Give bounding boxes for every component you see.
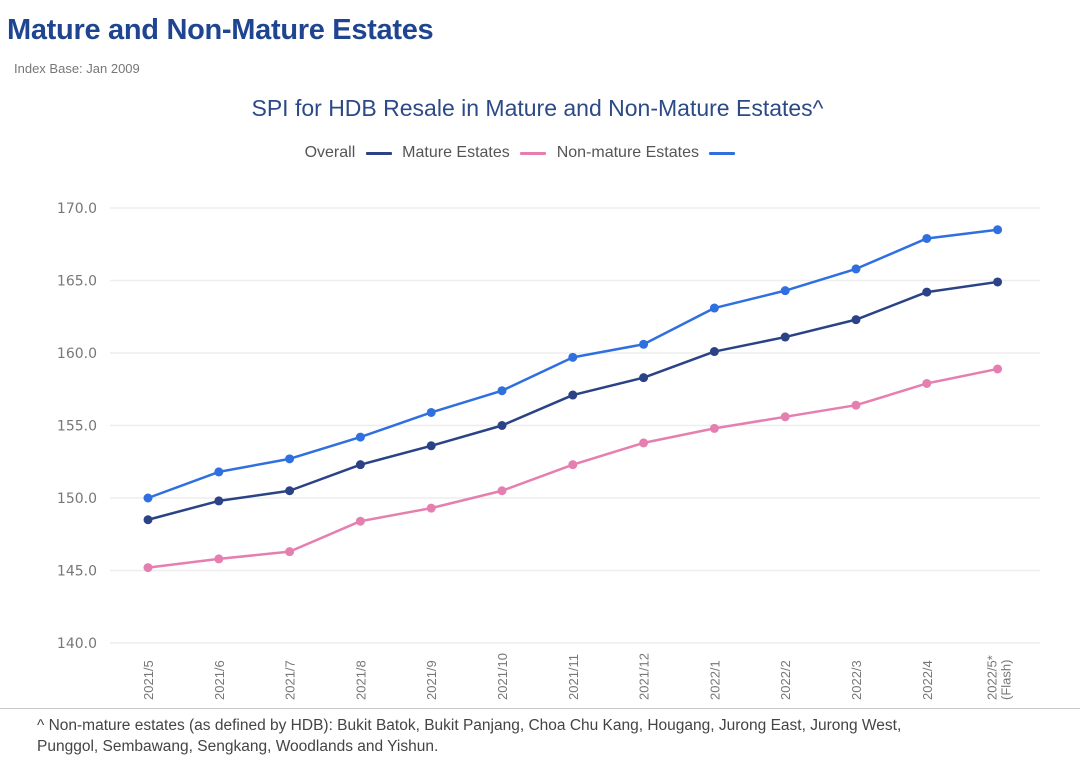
legend-swatch-1 <box>365 151 392 155</box>
x-tick-label: 2021/5 <box>141 660 156 700</box>
y-tick-label: 165.0 <box>57 274 97 290</box>
y-tick-label: 160.0 <box>57 346 97 362</box>
data-point-series-0 <box>426 407 436 417</box>
data-point-series-0 <box>709 303 719 313</box>
x-tick-label: 2022/2 <box>778 660 793 700</box>
data-point-series-1 <box>355 460 365 470</box>
data-point-series-1 <box>285 486 295 496</box>
data-point-series-1 <box>922 287 932 297</box>
x-tick-label: 2022/3 <box>849 660 864 700</box>
y-tick-label: 140.0 <box>57 636 97 652</box>
legend-label-non-mature-estates: Non-mature Estates <box>556 144 699 161</box>
footnote-line-2: Punggol, Sembawang, Sengkang, Woodlands … <box>37 738 439 755</box>
footnote-divider <box>0 708 1080 709</box>
data-point-series-2 <box>780 412 790 422</box>
data-point-series-1 <box>143 515 153 525</box>
data-point-series-2 <box>143 563 153 573</box>
data-point-series-1 <box>497 421 507 430</box>
x-tick-label: 2022/5* <box>985 655 1000 700</box>
data-point-series-1 <box>214 496 224 506</box>
legend-swatch-2 <box>520 151 547 155</box>
chart-legend: Overall Mature Estates Non-mature Estate… <box>0 144 1046 162</box>
y-tick-label: 155.0 <box>57 419 97 435</box>
data-point-series-1 <box>709 347 719 357</box>
chart-title: SPI for HDB Resale in Mature and Non-Mat… <box>251 95 824 121</box>
data-point-series-2 <box>922 378 932 388</box>
y-tick-label: 150.0 <box>57 491 97 507</box>
x-tick-label: 2021/10 <box>495 653 510 700</box>
data-point-series-2 <box>639 438 649 448</box>
data-point-series-2 <box>355 516 365 526</box>
data-point-series-2 <box>497 486 507 496</box>
data-point-series-0 <box>568 352 578 362</box>
data-point-series-0 <box>214 467 224 477</box>
data-point-series-1 <box>780 332 790 342</box>
x-tick-label: 2022/4 <box>920 660 935 700</box>
data-point-series-0 <box>780 286 790 296</box>
data-point-series-0 <box>497 386 507 396</box>
data-point-series-2 <box>709 423 719 433</box>
x-tick-label: 2021/9 <box>424 660 439 700</box>
data-point-series-1 <box>639 373 649 383</box>
page-title: Mature and Non-Mature Estates <box>7 14 434 46</box>
data-point-series-0 <box>143 493 153 503</box>
data-point-series-2 <box>285 547 295 557</box>
x-tick-label: 2021/11 <box>566 654 581 700</box>
data-point-series-1 <box>426 441 436 451</box>
x-tick-label: 2021/6 <box>212 660 227 700</box>
data-point-series-1 <box>568 390 578 400</box>
data-point-series-2 <box>851 400 861 410</box>
data-point-series-0 <box>285 454 295 464</box>
data-point-series-2 <box>426 503 436 513</box>
data-point-series-2 <box>214 554 224 564</box>
legend-label-overall: Overall <box>304 144 356 161</box>
y-tick-label: 145.0 <box>57 564 97 580</box>
data-point-series-1 <box>851 315 861 325</box>
y-tick-label: 170.0 <box>57 201 97 217</box>
x-tick-label: 2022/1 <box>707 660 722 700</box>
footnote: ^ Non-mature estates (as defined by HDB)… <box>37 715 1057 757</box>
data-point-series-2 <box>568 460 578 470</box>
data-point-series-0 <box>993 225 1003 235</box>
x-tick-label: 2021/7 <box>283 660 298 700</box>
legend-swatch-3 <box>709 151 736 155</box>
legend-label-mature-estates: Mature Estates <box>402 144 510 161</box>
footnote-line-1: ^ Non-mature estates (as defined by HDB)… <box>37 717 902 734</box>
data-point-series-0 <box>851 264 861 274</box>
data-point-series-0 <box>355 432 365 442</box>
series-line-0 <box>147 228 998 500</box>
x-tick-label-sub: (Flash) <box>999 660 1014 700</box>
data-point-series-2 <box>993 364 1003 374</box>
index-base-note: Index Base: Jan 2009 <box>14 61 140 76</box>
data-point-series-1 <box>993 277 1003 287</box>
x-tick-label: 2021/12 <box>637 653 652 700</box>
data-point-series-0 <box>639 339 649 349</box>
x-tick-label: 2021/8 <box>353 660 368 700</box>
data-point-series-0 <box>922 233 932 243</box>
